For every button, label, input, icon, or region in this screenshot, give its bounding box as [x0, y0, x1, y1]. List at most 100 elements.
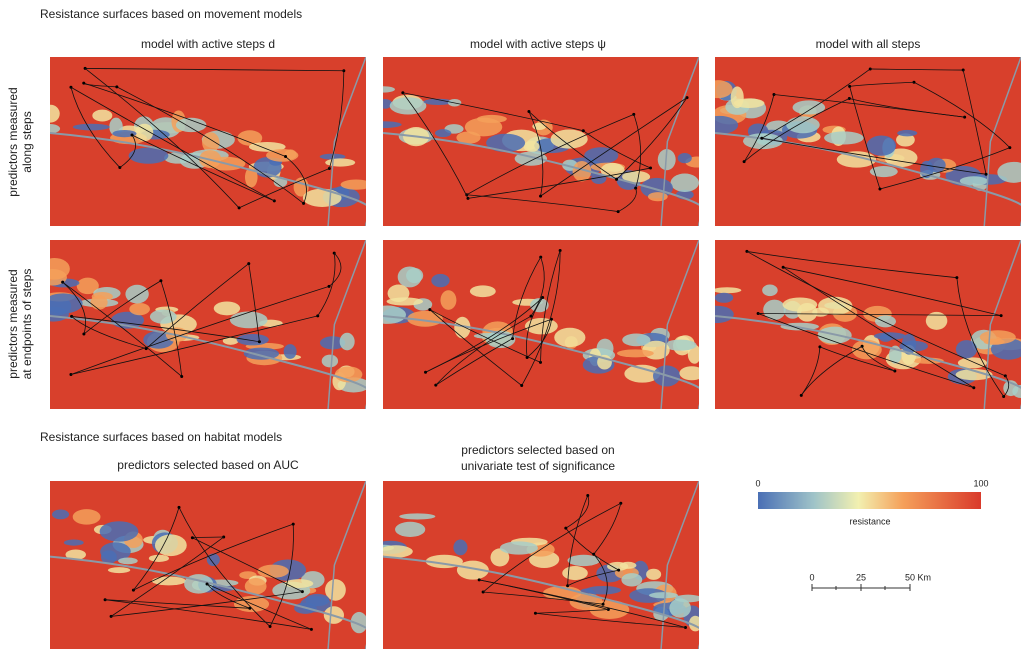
terrain-patch	[395, 522, 425, 537]
terrain-patch	[562, 566, 588, 580]
location-point	[238, 206, 241, 209]
terrain-patch	[341, 180, 372, 190]
terrain-patch	[731, 86, 744, 108]
terrain-patch	[369, 306, 406, 324]
row-label: predictors measured along steps	[6, 87, 34, 196]
terrain-patch	[303, 189, 342, 207]
terrain-patch	[431, 274, 449, 287]
terrain-patch	[39, 258, 70, 280]
location-point	[529, 315, 532, 318]
location-point	[878, 187, 881, 190]
terrain-patch	[108, 567, 130, 573]
terrain-patch	[715, 293, 734, 303]
row-label-line: along steps	[20, 111, 34, 172]
terrain-patch	[44, 293, 83, 313]
terrain-patch	[786, 116, 820, 133]
terrain-patch	[149, 555, 169, 562]
location-point	[191, 536, 194, 539]
terrain-patch	[64, 540, 84, 546]
location-point	[955, 276, 958, 279]
location-point	[82, 333, 85, 336]
map-content	[50, 481, 371, 649]
terrain-patch	[322, 355, 338, 368]
map-content	[701, 57, 1027, 226]
scale-label: 50 Km	[905, 572, 931, 582]
terrain-patch	[207, 554, 220, 566]
location-point	[564, 527, 567, 530]
location-point	[617, 569, 620, 572]
terrain-patch	[257, 565, 288, 578]
terrain-patch	[622, 334, 650, 347]
legend-min: 0	[755, 478, 760, 488]
row-label-line: predictors measured	[6, 269, 20, 378]
column-title: predictors selected based on AUC	[117, 458, 299, 472]
location-point	[602, 603, 605, 606]
terrain-patch	[453, 540, 467, 556]
terrain-patch	[73, 124, 110, 131]
location-point	[145, 347, 148, 350]
location-point	[539, 195, 542, 198]
terrain-patch	[284, 344, 297, 359]
terrain-patch	[671, 174, 699, 192]
scale-label: 25	[856, 572, 866, 582]
scale-bar: 0 25 50 Km	[809, 572, 931, 591]
terrain-patch	[90, 295, 107, 309]
location-point	[180, 375, 183, 378]
section-title: Resistance surfaces based on movement mo…	[40, 7, 302, 21]
terrain-patch	[465, 118, 502, 137]
terrain-patch	[500, 541, 538, 554]
terrain-patch	[52, 510, 69, 520]
terrain-patch	[713, 287, 742, 293]
terrain-patch	[152, 577, 186, 586]
terrain-patch	[237, 334, 269, 345]
terrain-patch	[365, 121, 401, 128]
location-point	[1000, 314, 1003, 317]
terrain-patch	[230, 311, 268, 328]
legend-max: 100	[973, 478, 988, 488]
location-point	[292, 523, 295, 526]
map-panels	[38, 57, 1027, 649]
section-title: Resistance surfaces based on habitat mod…	[40, 430, 282, 444]
map-panel	[701, 57, 1027, 226]
row-label: predictors measured at endpoints of step…	[6, 269, 34, 380]
terrain-patch	[621, 573, 642, 586]
map-background	[715, 240, 1021, 409]
column-title: model with active steps ψ	[470, 37, 606, 51]
terrain-patch	[244, 348, 279, 360]
map-content	[365, 57, 709, 226]
terrain-patch	[372, 86, 395, 92]
location-point	[848, 85, 851, 88]
location-point	[586, 494, 589, 497]
terrain-patch	[470, 285, 496, 297]
row-label-line: predictors measured	[6, 87, 20, 196]
location-point	[424, 371, 427, 374]
terrain-patch	[440, 290, 456, 310]
terrain-patch	[340, 333, 355, 351]
column-title: model with all steps	[816, 37, 921, 51]
terrain-patch	[525, 318, 558, 334]
terrain-patch	[118, 558, 138, 565]
column-title: model with active steps d	[141, 37, 275, 51]
terrain-patch	[388, 285, 410, 303]
terrain-patch	[701, 116, 739, 134]
column-title: univariate test of significance	[461, 459, 615, 473]
map-background	[50, 240, 366, 409]
location-point	[527, 110, 530, 113]
terrain-patch	[762, 285, 778, 297]
map-content	[369, 240, 704, 409]
terrain-patch	[867, 135, 896, 155]
location-point	[743, 160, 746, 163]
map-content	[38, 240, 372, 409]
location-point	[178, 506, 181, 509]
location-point	[526, 356, 529, 359]
map-panel	[369, 240, 704, 409]
terrain-patch	[824, 131, 864, 144]
map-panel	[40, 57, 372, 226]
location-point	[617, 210, 620, 213]
map-background	[50, 481, 366, 649]
terrain-patch	[984, 339, 1005, 345]
location-point	[800, 394, 803, 397]
terrain-patch	[926, 312, 948, 330]
terrain-patch	[648, 192, 668, 201]
terrain-patch	[92, 110, 112, 122]
